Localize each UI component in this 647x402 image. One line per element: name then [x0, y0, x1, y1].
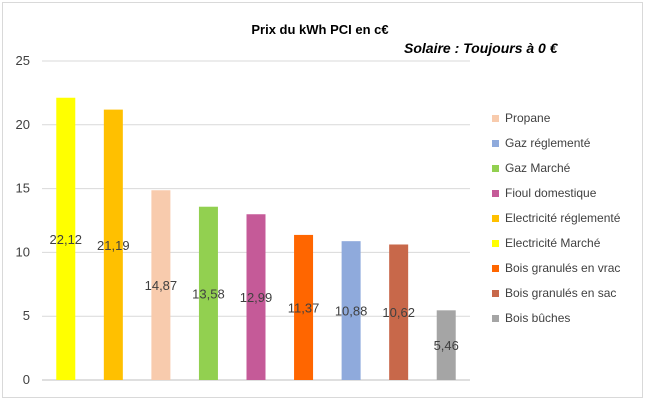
legend-label: Electricité réglementé	[505, 211, 621, 225]
bar	[436, 310, 456, 380]
bar	[198, 206, 218, 380]
data-label: 22,12	[50, 232, 83, 247]
bar	[56, 97, 76, 380]
y-tick-label: 25	[16, 53, 30, 68]
legend-label: Propane	[505, 111, 551, 125]
chart-title: Prix du kWh PCI en c€	[251, 22, 389, 37]
legend-label: Fioul domestique	[505, 186, 597, 200]
legend-swatch	[492, 315, 499, 322]
data-label: 14,87	[145, 278, 178, 293]
bar	[341, 241, 361, 380]
data-label: 12,99	[240, 290, 273, 305]
legend-label: Bois granulés en sac	[505, 286, 617, 300]
data-label: 13,58	[192, 286, 225, 301]
data-label: 10,88	[335, 304, 368, 319]
legend-swatch	[492, 190, 499, 197]
y-tick-label: 5	[23, 308, 30, 323]
y-tick-label: 10	[16, 244, 30, 259]
legend-swatch	[492, 140, 499, 147]
legend-swatch	[492, 115, 499, 122]
y-tick-label: 15	[16, 181, 30, 196]
bar	[103, 109, 123, 380]
legend-label: Gaz Marché	[505, 161, 571, 175]
legend-label: Bois granulés en vrac	[505, 261, 621, 275]
legend-swatch	[492, 290, 499, 297]
data-label: 21,19	[97, 238, 130, 253]
legend-swatch	[492, 240, 499, 247]
legend-swatch	[492, 265, 499, 272]
bar	[389, 244, 409, 380]
y-tick-label: 20	[16, 117, 30, 132]
data-label: 5,46	[434, 338, 459, 353]
data-label: 11,37	[288, 300, 320, 315]
bar	[151, 190, 171, 380]
legend-swatch	[492, 215, 499, 222]
bar	[246, 214, 266, 380]
legend-label: Bois bûches	[505, 311, 571, 325]
y-tick-label: 0	[23, 372, 30, 387]
legend-label: Gaz réglementé	[505, 136, 591, 150]
data-label: 10,62	[382, 305, 415, 320]
legend-label: Electricité Marché	[505, 236, 601, 250]
legend-swatch	[492, 165, 499, 172]
bar	[294, 234, 314, 380]
solar-annotation: Solaire : Toujours à 0 €	[404, 40, 558, 56]
